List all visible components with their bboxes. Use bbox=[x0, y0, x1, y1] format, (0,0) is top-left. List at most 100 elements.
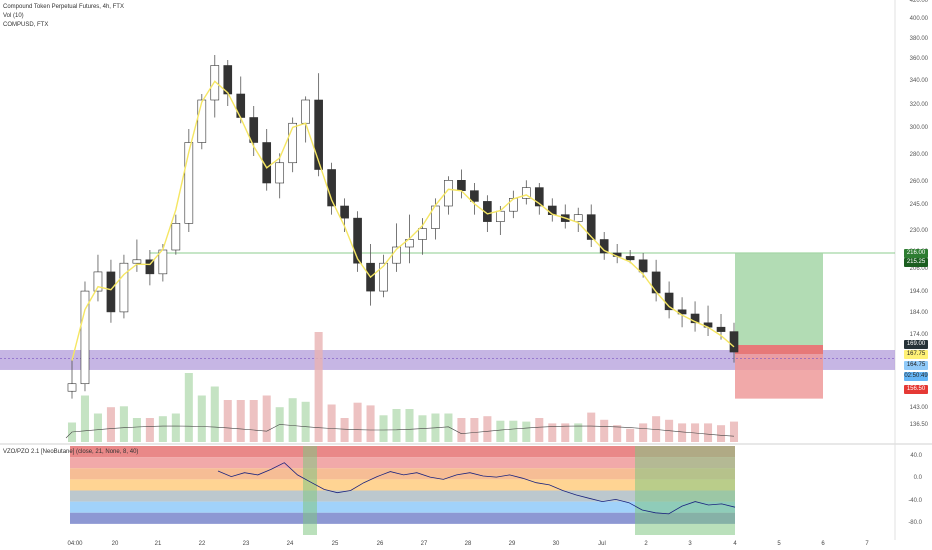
volume-bar bbox=[535, 418, 544, 442]
price-badge: 156.50 bbox=[904, 385, 928, 394]
volume-bar bbox=[729, 421, 739, 442]
oscillator-band bbox=[70, 490, 735, 502]
volume-bar bbox=[652, 416, 661, 442]
volume-bar bbox=[509, 420, 518, 442]
oscillator-band bbox=[70, 446, 735, 458]
candle-body bbox=[301, 99, 310, 124]
price-tick-label: 245.00 bbox=[909, 202, 928, 208]
oscillator-band bbox=[70, 479, 735, 491]
volume-bar bbox=[600, 419, 609, 442]
price-tick-label: 300.00 bbox=[909, 125, 928, 131]
moving-average-line bbox=[71, 80, 735, 361]
price-badge: 216.00 bbox=[904, 249, 928, 258]
volume-bar bbox=[522, 421, 531, 442]
oscillator-line bbox=[217, 462, 736, 515]
candle-body bbox=[470, 190, 479, 202]
candle-body bbox=[262, 142, 272, 184]
candle-body bbox=[457, 180, 466, 191]
indicator-legend[interactable]: VZO/PZO 2.1 [NeoButane] (close, 21, None… bbox=[3, 449, 139, 455]
candle-body bbox=[288, 122, 297, 164]
price-tick-label: 230.00 bbox=[909, 228, 928, 234]
candle-body bbox=[119, 262, 129, 313]
price-badge: 215.25 bbox=[904, 258, 928, 267]
candle-body bbox=[418, 228, 427, 240]
candle-body bbox=[521, 187, 531, 199]
oscillator-band bbox=[70, 501, 735, 513]
candle-body bbox=[509, 198, 518, 212]
time-tick-label: 28 bbox=[464, 541, 472, 547]
candle-body bbox=[314, 99, 323, 170]
price-badge: 167.75 bbox=[904, 350, 928, 359]
oscillator-band bbox=[70, 468, 735, 480]
time-tick-label: 23 bbox=[242, 541, 250, 547]
candle-body bbox=[573, 214, 583, 222]
overlay-legend[interactable]: COMPUSD, FTX bbox=[3, 22, 49, 28]
candle-body bbox=[210, 65, 220, 101]
oscillator-band bbox=[70, 512, 735, 524]
volume-bar bbox=[561, 423, 570, 442]
price-tick-label: 420.00 bbox=[909, 0, 928, 4]
candle-body bbox=[67, 383, 77, 392]
volume-bar bbox=[158, 416, 167, 442]
volume-bar bbox=[223, 400, 232, 442]
symbol-title[interactable]: Compound Token Perpetual Futures, 4h, FT… bbox=[3, 4, 124, 10]
volume-bar bbox=[353, 402, 362, 442]
candle-body bbox=[145, 259, 155, 275]
candle-body bbox=[625, 256, 635, 261]
oscillator-tick-label: -40.0 bbox=[908, 497, 922, 504]
candle-body bbox=[249, 117, 259, 143]
volume-legend[interactable]: Vol (10) bbox=[3, 13, 24, 19]
volume-bar bbox=[379, 415, 388, 442]
signal-zone bbox=[635, 446, 735, 535]
price-tick-label: 380.00 bbox=[909, 36, 928, 42]
oscillator-tick-label: 40.0 bbox=[910, 453, 922, 460]
volume-bar bbox=[639, 423, 648, 442]
oscillator-tick-label: 0.0 bbox=[913, 475, 922, 482]
price-tick-label: 206.00 bbox=[909, 266, 928, 272]
volume-bar bbox=[80, 395, 90, 442]
volume-bar bbox=[716, 425, 726, 442]
candle-body bbox=[690, 313, 700, 324]
signal-zone bbox=[303, 446, 317, 535]
time-tick-label: 29 bbox=[508, 541, 516, 547]
volume-bar bbox=[587, 412, 596, 442]
entry-band bbox=[735, 345, 823, 354]
volume-bar bbox=[171, 413, 180, 442]
price-tick-label: 184.00 bbox=[909, 310, 928, 316]
volume-bar bbox=[457, 418, 466, 442]
volume-bar bbox=[262, 395, 271, 442]
price-tick-label: 260.00 bbox=[909, 179, 928, 185]
candle-body bbox=[379, 262, 388, 292]
time-tick-label: 7 bbox=[865, 541, 869, 547]
support-zone bbox=[0, 350, 895, 370]
time-tick-label: 25 bbox=[331, 541, 339, 547]
price-tick-label: 400.00 bbox=[909, 16, 928, 22]
price-badge: 169.00 bbox=[904, 340, 928, 349]
volume-bar bbox=[392, 409, 401, 442]
volume-bar bbox=[106, 407, 115, 442]
time-tick-label: 3 bbox=[688, 541, 692, 547]
volume-bar bbox=[314, 332, 323, 442]
time-tick-label: Jul bbox=[598, 541, 606, 547]
candle-body bbox=[132, 259, 142, 264]
volume-bar bbox=[405, 409, 414, 442]
volume-bar bbox=[145, 418, 154, 442]
price-tick-label: 280.00 bbox=[909, 152, 928, 158]
price-tick-label: 360.00 bbox=[909, 56, 928, 62]
price-tick-label: 174.00 bbox=[909, 332, 928, 338]
volume-bar bbox=[470, 418, 479, 442]
time-tick-label: 24 bbox=[286, 541, 294, 547]
candle-body bbox=[80, 290, 90, 385]
candle-body bbox=[275, 162, 285, 184]
volume-bar bbox=[678, 423, 687, 442]
price-tick-label: 143.00 bbox=[909, 405, 928, 411]
volume-bar bbox=[574, 423, 583, 442]
time-tick-label: 6 bbox=[821, 541, 825, 547]
candle-body bbox=[586, 214, 596, 240]
volume-bar bbox=[301, 401, 310, 442]
price-tick-label: 136.50 bbox=[909, 422, 928, 428]
volume-bar bbox=[119, 406, 128, 442]
time-tick-label: 5 bbox=[777, 541, 781, 547]
